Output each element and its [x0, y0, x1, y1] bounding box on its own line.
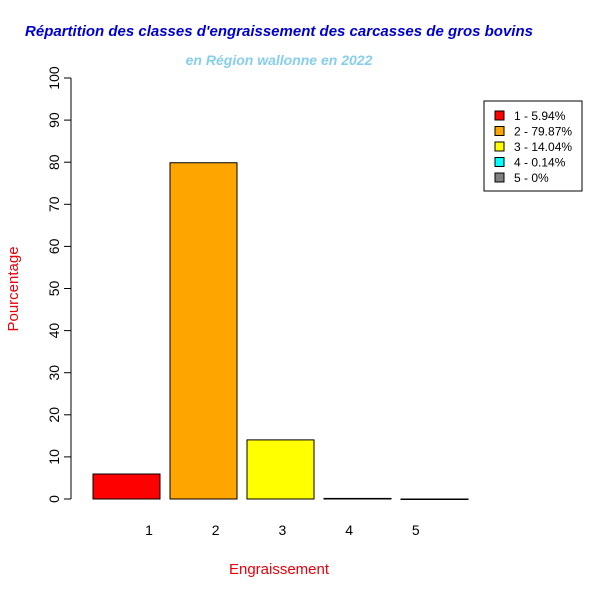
x-tick-label: 1: [145, 522, 153, 538]
legend-swatch: [494, 157, 505, 167]
legend-entry: 4 - 0.14%: [514, 156, 566, 170]
x-tick-label: 3: [279, 522, 287, 538]
legend: 1 - 5.94% 2 - 79.87%3 - 14.04% 4 - 0.14%5 …: [483, 100, 583, 192]
bar-2: [169, 162, 238, 500]
x-tick-label: 2: [212, 522, 220, 538]
y-tick-label: 10: [46, 449, 62, 465]
chart-subtitle: en Région wallonne en 2022: [186, 52, 373, 68]
x-tick-label: 4: [345, 522, 353, 538]
x-tick-label: 5: [412, 522, 420, 538]
legend-swatch: [494, 141, 505, 152]
bar-3: [246, 439, 315, 500]
bar-1: [92, 473, 161, 500]
legend-swatch: [494, 110, 505, 121]
y-tick-label: 30: [46, 365, 62, 381]
y-tick-label: 70: [46, 196, 62, 212]
x-axis-label: Engraissement: [229, 561, 330, 578]
y-tick-label: 80: [46, 154, 62, 170]
legend-entry: 3 - 14.04%: [514, 140, 572, 154]
y-tick-label: 0: [46, 495, 62, 503]
chart-title: Répartition des classes d'engraissement …: [25, 23, 533, 40]
legend-entry: 2 - 79.87%: [514, 125, 572, 139]
y-axis: 0 10 20 30 40 50 60 70 80 90 100: [46, 66, 72, 503]
y-tick-label: 90: [46, 112, 62, 128]
legend-entry: 5 - 0%: [514, 171, 549, 185]
y-tick-label: 100: [46, 66, 62, 90]
y-tick-label: 60: [46, 238, 62, 254]
x-tick-labels: 1 2 3 4 5: [145, 522, 420, 538]
bar-4: [323, 497, 392, 500]
legend-entry: 1 - 5.94%: [514, 109, 566, 123]
y-tick-label: 50: [46, 281, 62, 297]
y-axis-label: Pourcentage: [5, 246, 22, 331]
y-tick-label: 20: [46, 407, 62, 423]
legend-swatch: [494, 126, 505, 136]
bars-group: [92, 162, 469, 500]
bar-5: [400, 498, 469, 500]
y-tick-label: 40: [46, 323, 62, 339]
legend-swatch: [494, 172, 505, 183]
